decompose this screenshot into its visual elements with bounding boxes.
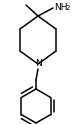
Text: NH: NH bbox=[54, 2, 68, 12]
Text: N: N bbox=[35, 60, 41, 68]
Text: 2: 2 bbox=[66, 5, 70, 11]
